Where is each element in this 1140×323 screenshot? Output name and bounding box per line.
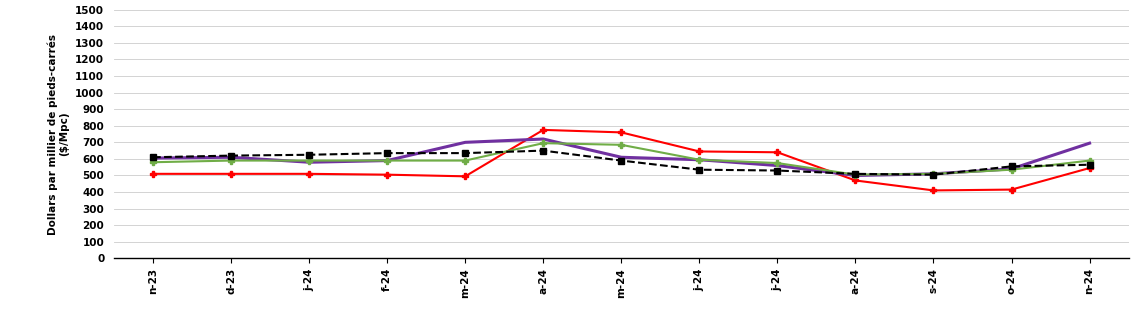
Sud (USD) xyxy=(225,154,238,158)
Ouest (CAD) xyxy=(225,155,238,159)
OSB (CAD) xyxy=(225,172,238,176)
OSB (CAD) xyxy=(614,130,628,134)
OSB (CAD) xyxy=(848,179,862,182)
Sud (USD) xyxy=(146,155,160,159)
Ouest (CAD) xyxy=(848,173,862,177)
Ouest (CAD) xyxy=(458,141,472,144)
Sud (USD) xyxy=(458,151,472,155)
Sud (USD) xyxy=(302,153,316,157)
Sud (USD) xyxy=(1004,164,1018,168)
Line: Composé (USD): Composé (USD) xyxy=(149,140,1093,178)
Ouest (CAD) xyxy=(927,172,940,176)
Ouest (CAD) xyxy=(302,160,316,164)
Sud (USD) xyxy=(692,168,706,172)
Composé (USD) xyxy=(225,159,238,162)
Ouest (CAD) xyxy=(1004,167,1018,171)
OSB (CAD) xyxy=(771,150,784,154)
Ouest (CAD) xyxy=(1083,141,1097,145)
Composé (USD) xyxy=(1083,159,1097,162)
Composé (USD) xyxy=(146,160,160,164)
OSB (CAD) xyxy=(692,150,706,153)
Ouest (CAD) xyxy=(692,158,706,162)
Ouest (CAD) xyxy=(614,155,628,159)
Composé (USD) xyxy=(927,172,940,176)
OSB (CAD) xyxy=(302,172,316,176)
OSB (CAD) xyxy=(146,172,160,176)
OSB (CAD) xyxy=(537,128,551,132)
Sud (USD) xyxy=(927,173,940,177)
Line: OSB (CAD): OSB (CAD) xyxy=(149,126,1093,194)
Composé (USD) xyxy=(1004,168,1018,172)
OSB (CAD) xyxy=(927,189,940,193)
Composé (USD) xyxy=(692,158,706,162)
Y-axis label: Dollars par millier de pieds-carrés
($/Mpc): Dollars par millier de pieds-carrés ($/M… xyxy=(48,34,70,234)
Composé (USD) xyxy=(848,173,862,177)
Sud (USD) xyxy=(1083,163,1097,167)
Sud (USD) xyxy=(848,172,862,176)
OSB (CAD) xyxy=(458,174,472,178)
OSB (CAD) xyxy=(1004,188,1018,192)
Ouest (CAD) xyxy=(771,164,784,168)
Composé (USD) xyxy=(771,161,784,165)
OSB (CAD) xyxy=(381,173,394,177)
Sud (USD) xyxy=(381,151,394,155)
Ouest (CAD) xyxy=(537,137,551,141)
Sud (USD) xyxy=(537,149,551,152)
Ouest (CAD) xyxy=(381,159,394,162)
Composé (USD) xyxy=(537,141,551,145)
Sud (USD) xyxy=(771,169,784,172)
Composé (USD) xyxy=(458,159,472,162)
Composé (USD) xyxy=(381,159,394,162)
Composé (USD) xyxy=(302,159,316,162)
Composé (USD) xyxy=(614,143,628,147)
Ouest (CAD) xyxy=(146,156,160,160)
Sud (USD) xyxy=(614,159,628,162)
Line: Ouest (CAD): Ouest (CAD) xyxy=(153,139,1090,175)
Line: Sud (USD): Sud (USD) xyxy=(150,148,1092,177)
OSB (CAD) xyxy=(1083,166,1097,170)
